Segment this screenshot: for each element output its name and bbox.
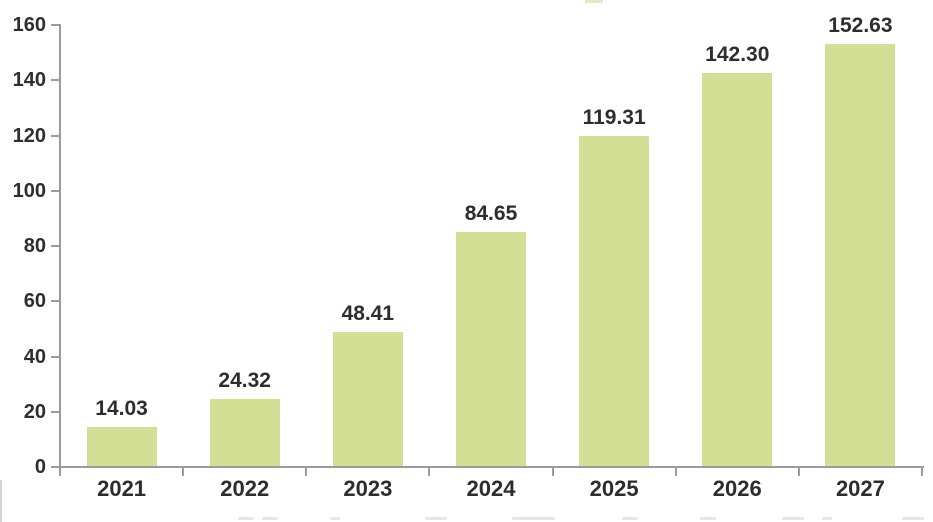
x-axis-category-label: 2025 [589,476,639,501]
y-axis-tick-label: 40 [23,345,46,368]
y-axis-tick-label: 0 [34,456,46,478]
x-axis-category-label: 2027 [835,476,885,501]
x-axis-category-label: 2023 [343,476,393,501]
bar-value-label: 142.30 [705,42,770,66]
bar-value-label: 84.65 [464,202,518,226]
y-axis-tick-label: 60 [23,290,46,313]
y-axis-tick [51,466,59,468]
caption-remnant-dash [262,517,278,520]
y-axis-tick-label: 80 [23,235,46,257]
x-axis-category-label: 2022 [220,476,270,501]
y-axis-tick [51,24,59,26]
caption-remnant-dash [238,517,254,520]
bar [456,232,526,466]
x-axis-tick [59,468,61,476]
caption-remnant-dash [512,517,534,520]
caption-remnant-dash [822,517,832,520]
y-axis-tick [51,410,59,413]
x-axis-category-label: 2021 [97,476,147,501]
y-axis-tick-label: 100 [12,179,46,202]
x-axis-category-label: 2024 [466,476,516,501]
x-axis-tick [551,468,554,476]
bar-value-label: 152.63 [828,14,893,38]
left-edge-artifact [0,480,2,522]
cropped-content-remnant-top [585,0,603,3]
y-axis-tick-label: 160 [12,14,46,36]
x-axis-tick [428,468,431,476]
y-axis-tick-label: 140 [12,69,46,92]
caption-remnant-dash [782,517,804,520]
bar [332,332,403,466]
bar-value-label: 48.41 [341,302,395,326]
caption-remnant-dash [533,517,555,520]
x-axis-tick [305,468,308,476]
caption-remnant-dash [425,517,447,520]
y-axis-tick [51,245,59,247]
bar [579,136,650,466]
x-axis-tick [921,468,923,476]
caption-remnant-dash [700,517,716,520]
y-axis-tick-label: 20 [23,400,46,423]
caption-remnant-dash [902,517,924,520]
caption-remnant-dash [622,517,638,520]
bar-value-label: 24.32 [218,368,271,392]
x-axis-category-label: 2026 [712,476,762,501]
y-axis-tick [51,355,59,358]
y-axis-tick [51,134,59,137]
bar [702,72,773,466]
x-axis-tick [797,468,800,476]
y-axis-tick [51,300,59,303]
bar [209,398,280,466]
x-axis-tick [182,468,185,476]
y-axis-tick [51,189,59,192]
bar [86,427,157,466]
y-axis-line [59,24,61,468]
bar-value-label: 14.03 [95,397,148,421]
y-axis-tick [51,79,59,82]
x-axis-line [59,466,924,468]
bar-value-label: 119.31 [582,106,646,130]
caption-remnant-dash [330,517,340,520]
x-axis-tick [674,468,677,476]
y-axis-tick-label: 120 [12,124,46,147]
bar [825,44,896,466]
